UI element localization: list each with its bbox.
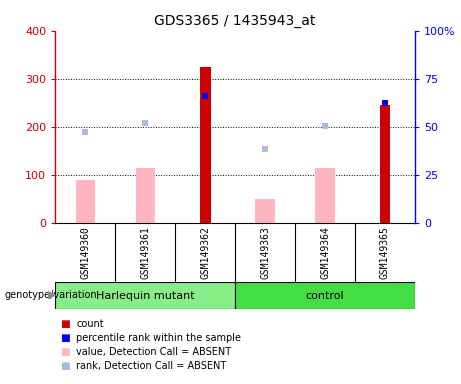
Text: ▶: ▶: [48, 290, 57, 300]
Bar: [136, 167, 155, 223]
Text: GSM149360: GSM149360: [80, 226, 90, 279]
Title: GDS3365 / 1435943_at: GDS3365 / 1435943_at: [154, 14, 316, 28]
Bar: [200, 67, 211, 223]
Text: ■: ■: [60, 319, 70, 329]
Text: ■: ■: [60, 347, 70, 357]
Bar: [379, 105, 390, 223]
Text: percentile rank within the sample: percentile rank within the sample: [76, 333, 241, 343]
Bar: [76, 180, 95, 223]
Bar: [315, 169, 335, 223]
Text: ■: ■: [60, 333, 70, 343]
Bar: [255, 199, 275, 223]
Text: GSM149361: GSM149361: [140, 226, 150, 279]
Text: control: control: [306, 291, 344, 301]
Text: value, Detection Call = ABSENT: value, Detection Call = ABSENT: [76, 347, 231, 357]
Text: count: count: [76, 319, 104, 329]
Text: Harlequin mutant: Harlequin mutant: [96, 291, 195, 301]
Text: GSM149363: GSM149363: [260, 226, 270, 279]
Text: GSM149365: GSM149365: [380, 226, 390, 279]
Text: GSM149364: GSM149364: [320, 226, 330, 279]
Text: rank, Detection Call = ABSENT: rank, Detection Call = ABSENT: [76, 361, 226, 371]
Text: genotype/variation: genotype/variation: [5, 290, 97, 300]
Text: ■: ■: [60, 361, 70, 371]
Bar: [235, 282, 415, 309]
Text: GSM149362: GSM149362: [200, 226, 210, 279]
Bar: [55, 282, 235, 309]
